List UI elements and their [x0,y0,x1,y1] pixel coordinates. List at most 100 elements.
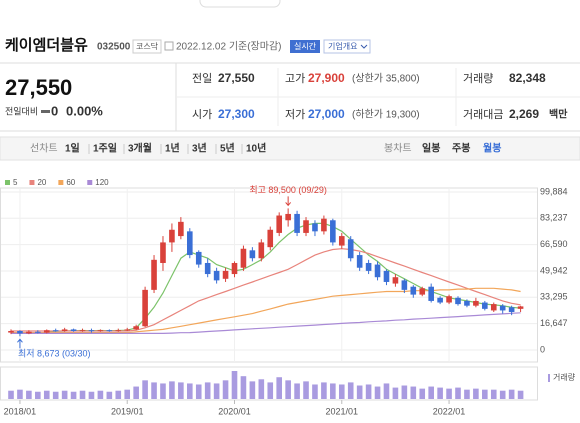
realtime-badge[interactable] [290,40,320,53]
candle-body [43,330,50,333]
candle-body [303,220,309,233]
price: 27,550 [5,75,72,100]
low-arrow [17,338,23,349]
y-tick-label: 33,295 [540,292,568,302]
period-tab[interactable]: 1년 [165,142,180,155]
high-arrow [285,196,292,207]
quote-value: 27,000 [308,107,345,121]
legend-swatch [5,180,10,185]
candle-body [240,248,247,268]
candle-period-tab[interactable]: 월봉 [483,143,501,155]
volume-bar [446,388,452,399]
period-tab[interactable]: 5년 [220,142,235,155]
period-tab[interactable]: 1주일 [93,142,117,155]
ma-line [11,287,521,334]
volume-bar [178,382,184,399]
volume-bar [303,381,309,399]
candle-body [374,264,381,278]
volume-bar [79,390,86,399]
volume-bar [419,388,426,399]
realtime: 실시간 [294,41,317,51]
candle-body [142,289,148,327]
candle-body [285,213,291,221]
candle-chart-tab[interactable]: 봉차트 [384,143,412,155]
legend-label: 20 [37,178,46,187]
candle-body [8,330,14,333]
candle-body [294,213,300,233]
candle-body [106,330,113,332]
candle-body [88,330,95,332]
legend-swatch [87,180,93,185]
volume-bar [267,382,274,399]
volume-bar [240,376,247,399]
period-tab[interactable]: 3년 [192,142,207,155]
volume-bar [151,382,157,399]
ma-line [11,248,521,332]
legend-swatch [58,180,64,185]
candle-body [249,250,256,259]
candle-body [133,326,139,330]
candle-body [160,242,166,263]
top-button[interactable] [199,0,281,8]
candle-body [70,329,77,331]
volume-bar [213,383,220,399]
candle-body [347,239,354,259]
high-annotation: 최고 89,500 (09/29) [249,185,327,195]
volume-bar [401,385,408,399]
candle-body [464,300,470,306]
candle-body [97,330,104,332]
volume-bar [321,382,327,399]
candle-body [169,229,175,243]
y-tick-label: 83,237 [540,213,568,223]
period-tab[interactable]: 3개월 [128,142,152,155]
change: 0 [51,103,58,118]
x-tick-label: 2021/01 [326,406,359,416]
period-tab[interactable]: 1일 [65,142,80,155]
flat-icon [41,110,50,113]
line-chart-tab[interactable]: 선차트 [30,143,58,155]
y-tick-label: 0 [540,344,545,354]
volume-bar [160,383,166,399]
candle-body [222,270,229,279]
volume-bar [490,389,497,399]
volume-bar [43,390,50,399]
candle-body [446,296,452,303]
candle-body [437,297,443,303]
change-label: 전일대비 [5,106,38,116]
y-tick-label: 16,647 [540,318,568,328]
volume-bar [52,391,59,399]
candle-body [517,306,524,309]
volume-bar [482,389,488,399]
candle-body [499,305,506,311]
overview-button[interactable] [323,39,371,54]
volume-bar [231,371,238,399]
candle-body [267,229,274,248]
volume-bar [410,386,417,399]
volume-bar [330,383,336,399]
x-tick-label: 2019/01 [111,406,144,416]
volume-bar [142,380,148,399]
volume-bar [204,382,211,399]
stock-name: 케이엠더블유 [5,36,88,54]
volume-bar [437,387,443,399]
volume-bar [133,386,139,399]
legend-label: 120 [95,178,109,187]
volume-bar [61,390,68,399]
quote-value: 2,269 [509,107,539,121]
candle-body [428,286,434,301]
candle-period-tab[interactable]: 일봉 [422,142,440,155]
overview: 기업개요 [328,41,357,51]
quote-value: 27,900 [308,71,345,85]
volume-bar [347,382,354,399]
volume-bar [8,390,14,399]
tab-bar [0,136,580,161]
market: 코스닥 [136,41,159,51]
period-tab[interactable]: 10년 [246,142,266,155]
quote-label: 거래량 [463,72,493,85]
ma-line [11,312,521,334]
volume-bar [276,377,282,399]
candle-body [365,262,372,271]
quote-value: 82,348 [509,71,546,85]
candle-body [178,221,184,237]
candle-period-tab[interactable]: 주봉 [452,143,470,155]
